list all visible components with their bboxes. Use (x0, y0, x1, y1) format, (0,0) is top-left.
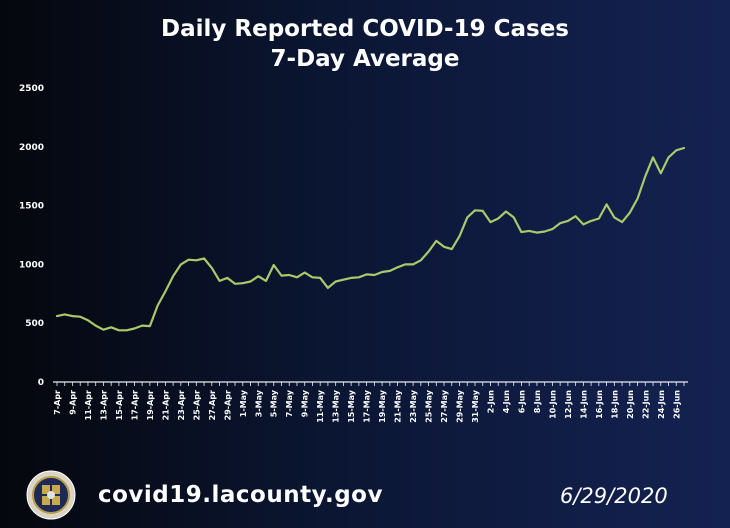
y-tick-label: 1500 (19, 202, 44, 212)
x-tick-label: 4-Jun (502, 390, 511, 414)
x-tick-label: 21-May (394, 389, 403, 423)
x-tick-label: 12-Jun (564, 390, 573, 419)
x-tick-label: 14-Jun (579, 390, 588, 419)
x-tick-label: 5-May (270, 389, 279, 417)
x-tick-label: 1-May (239, 389, 248, 417)
x-tick-label: 17-May (363, 389, 372, 423)
x-tick-label: 15-May (347, 389, 356, 423)
x-tick-label: 18-Jun (610, 390, 619, 419)
x-tick-label: 29-Apr (223, 390, 232, 420)
x-tick-label: 9-Apr (68, 390, 77, 415)
x-tick-label: 7-Apr (53, 390, 62, 415)
chart-title-line1: Daily Reported COVID-19 Cases (161, 16, 569, 42)
x-tick-label: 29-May (456, 389, 465, 423)
x-tick-label: 23-Apr (177, 390, 186, 420)
x-tick-label: 25-May (425, 389, 434, 423)
x-tick-label: 9-May (301, 389, 310, 417)
x-tick-label: 17-Apr (130, 390, 139, 420)
x-axis: 7-Apr 9-Apr 11-Apr 13-Apr 15-Apr 17-Apr 19-Apr… (53, 381, 688, 423)
x-tick-label: 31-May (471, 389, 480, 423)
x-tick-label: 20-Jun (626, 390, 635, 419)
x-tick-label: 13-May (332, 389, 341, 423)
x-tick-label: 3-May (254, 389, 263, 417)
series-line (55, 146, 686, 332)
y-tick-label: 0 (38, 378, 44, 388)
x-tick-label: 10-Jun (548, 390, 557, 419)
chart-title: Daily Reported COVID-19 Cases 7-Day Aver… (0, 14, 730, 74)
x-tick-label: 23-May (409, 389, 418, 423)
chart-title-line2: 7-Day Average (270, 46, 460, 72)
x-tick-label: 11-May (316, 389, 325, 423)
x-tick-label: 15-Apr (115, 390, 124, 420)
y-tick-label: 500 (25, 319, 44, 329)
y-tick-label: 2000 (19, 143, 44, 153)
y-tick-label: 2500 (19, 84, 44, 94)
x-tick-label: 7-May (285, 389, 294, 417)
x-tick-label: 21-Apr (161, 390, 170, 420)
y-tick-label: 1000 (19, 260, 44, 270)
x-tick-label: 2-Jun (486, 390, 495, 414)
x-tick-label: 19-Apr (146, 390, 155, 420)
x-tick-label: 25-Apr (192, 390, 201, 420)
x-tick-label: 22-Jun (641, 390, 650, 419)
x-tick-label: 16-Jun (595, 390, 604, 419)
x-tick-label: 26-Jun (672, 390, 681, 419)
y-axis: 0 500 1000 1500 2000 2500 (19, 84, 44, 388)
x-tick-label: 6-Jun (517, 390, 526, 414)
x-tick-label: 11-Apr (84, 390, 93, 420)
x-tick-label: 27-Apr (208, 390, 217, 420)
x-tick-label: 24-Jun (657, 390, 666, 419)
x-tick-label: 13-Apr (99, 390, 108, 420)
line-chart: 0 500 1000 1500 2000 2500 7-Apr 9-Apr 11-Apr 13-… (19, 84, 688, 423)
x-tick-label: 8-Jun (533, 390, 542, 414)
x-tick-label: 27-May (440, 389, 449, 423)
footer-url[interactable]: covid19.lacounty.gov (98, 482, 383, 508)
series-layer (55, 146, 686, 332)
footer-date: 6/29/2020 (560, 484, 668, 508)
county-seal-icon (26, 470, 76, 520)
x-tick-label: 19-May (378, 389, 387, 423)
